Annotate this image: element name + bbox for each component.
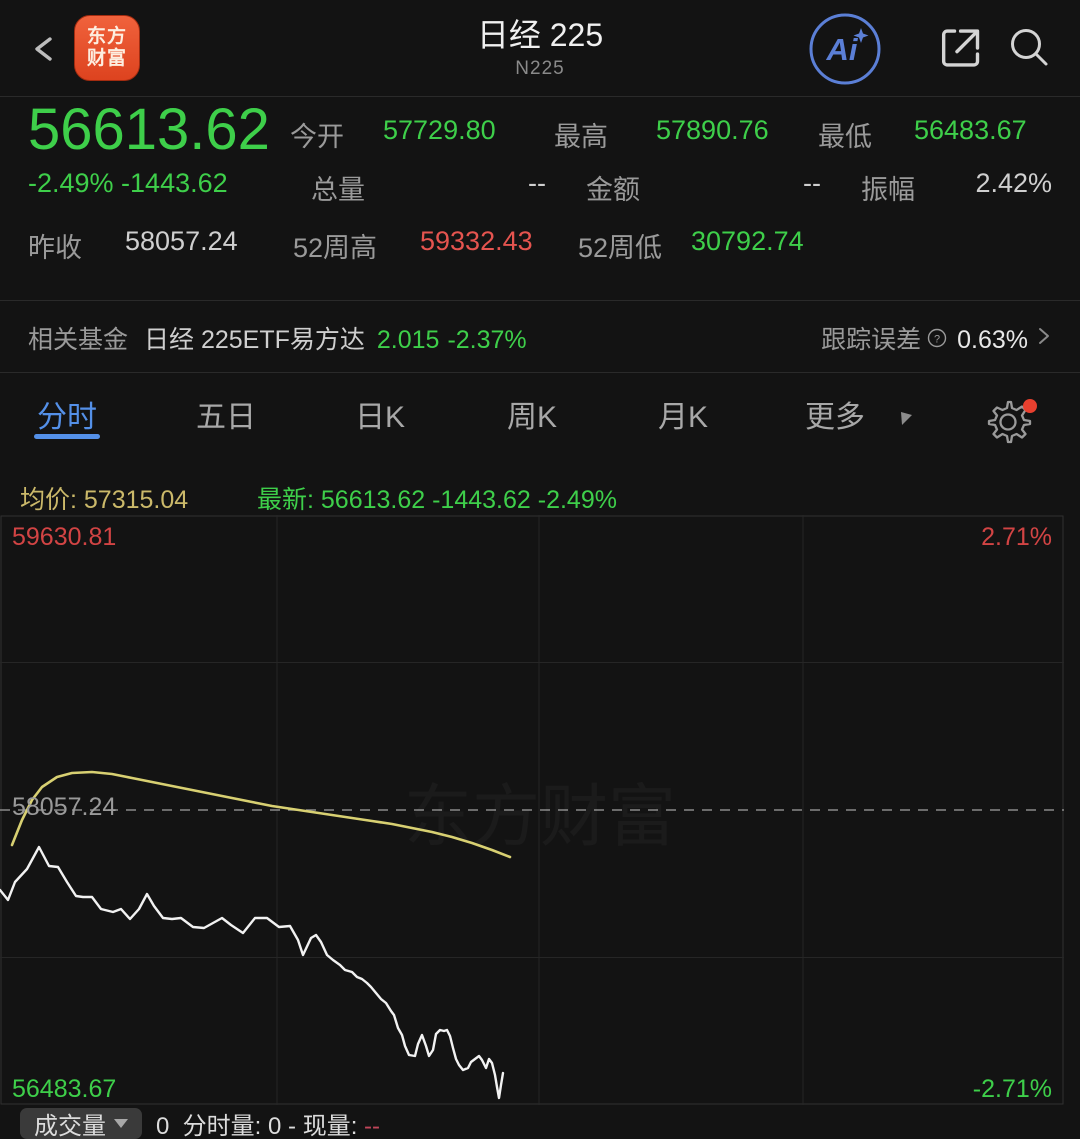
svg-text:59630.81: 59630.81 [12,523,116,551]
svg-text:-2.71%: -2.71% [973,1075,1052,1103]
svg-text:Ai: Ai [826,32,859,67]
svg-text:?: ? [934,334,940,346]
svg-text:56483.67: 56483.67 [12,1075,116,1103]
svg-text:58057.24: 58057.24 [12,793,116,821]
svg-text:2.71%: 2.71% [981,523,1052,551]
